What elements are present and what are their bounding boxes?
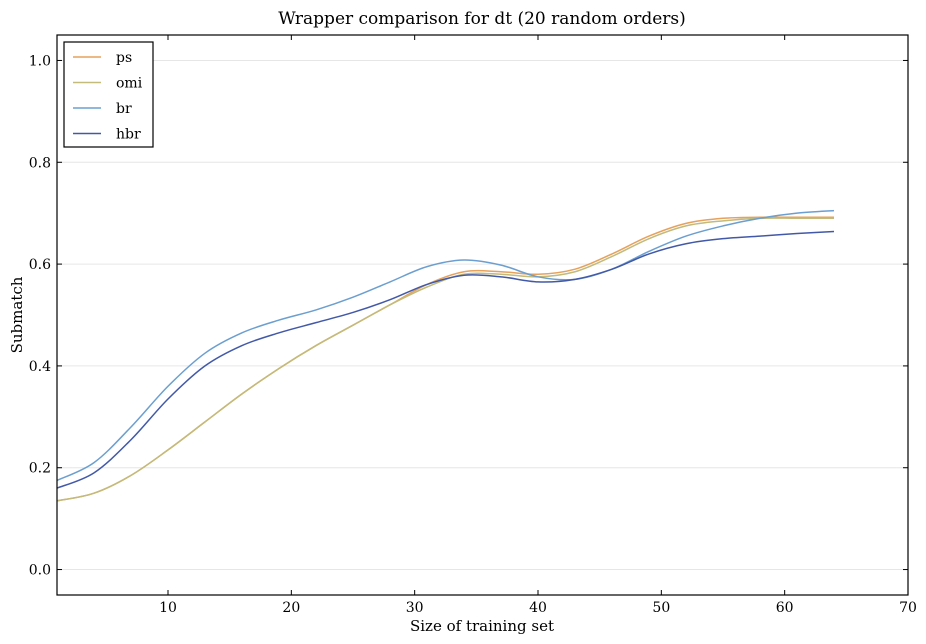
x-tick-label: 60: [776, 600, 794, 616]
plot-area-frame: [56, 34, 909, 596]
x-tick-label: 40: [529, 600, 547, 616]
legend-label-ps: ps: [116, 50, 132, 66]
series-line-hbr: [56, 230, 835, 489]
legend-label-omi: omi: [116, 76, 143, 92]
y-tick-label: 0.8: [29, 155, 51, 171]
y-tick-label: 0.4: [29, 359, 51, 375]
chart-title: Wrapper comparison for dt (20 random ord…: [278, 9, 686, 29]
x-tick-label: 70: [899, 600, 917, 616]
y-tick-label: 0.6: [29, 257, 51, 273]
x-tick-label: 10: [159, 600, 177, 616]
legend: ps omi br hbr: [63, 41, 154, 148]
legend-label-br: br: [116, 101, 132, 117]
y-tick-label: 1.0: [29, 53, 51, 69]
series-lines: [56, 209, 835, 502]
x-tick-label: 20: [282, 600, 300, 616]
legend-box: [63, 41, 154, 148]
x-tick-label: 50: [652, 600, 670, 616]
series-line-br: [56, 209, 835, 482]
y-tick-label: 0.0: [29, 563, 51, 579]
axis-ticks: 0.0 0.2 0.4 0.6 0.8 1.0 10 20 30 40 50 60 70: [29, 35, 917, 616]
x-axis-label: Size of training set: [410, 617, 554, 635]
gridlines: [57, 59, 908, 571]
y-tick-label: 0.2: [29, 461, 51, 477]
y-axis-label: Submatch: [8, 276, 26, 353]
legend-label-hbr: hbr: [116, 127, 141, 143]
x-tick-label: 30: [406, 600, 424, 616]
